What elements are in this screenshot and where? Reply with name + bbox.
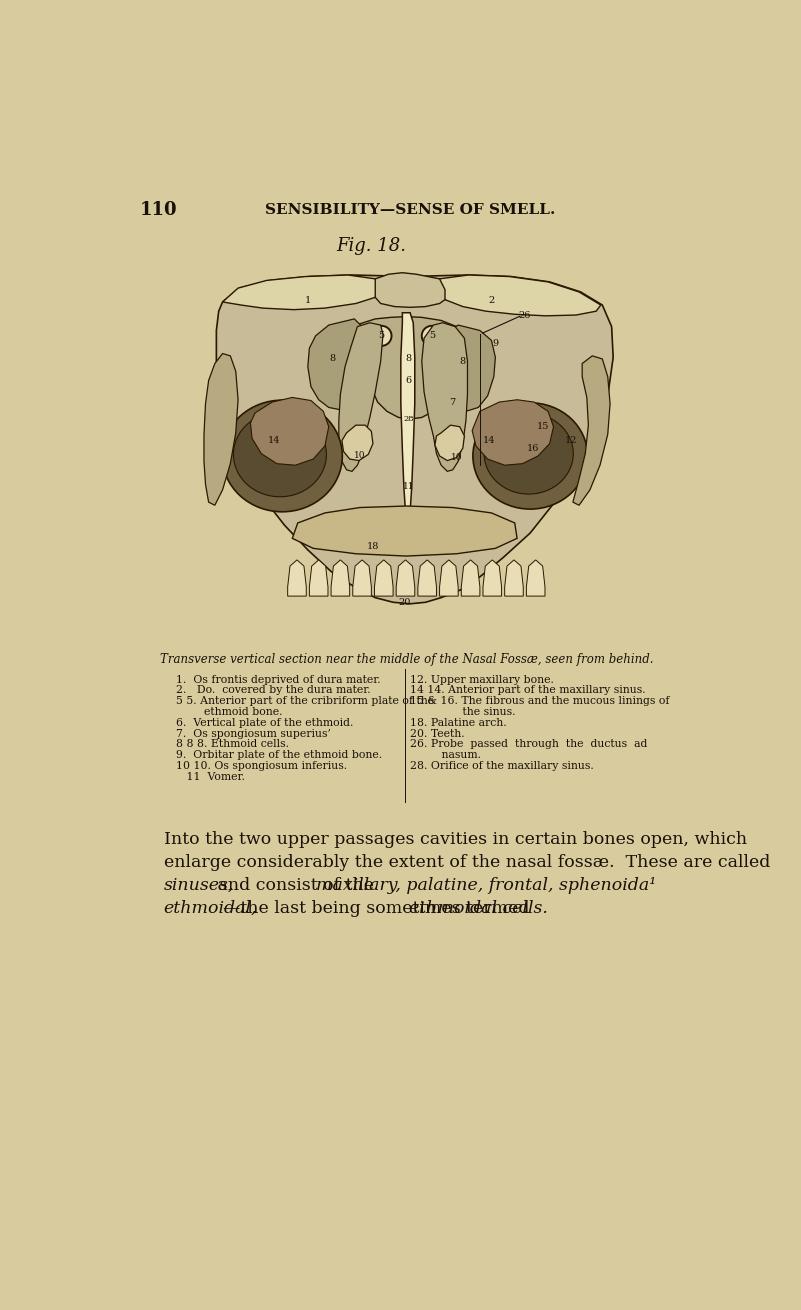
Text: and consist of the: and consist of the	[211, 878, 379, 895]
Text: 12. Upper maxillary bone.: 12. Upper maxillary bone.	[410, 675, 554, 685]
Text: 7: 7	[449, 397, 456, 406]
Text: 8 8 8. Ethmoid cells.: 8 8 8. Ethmoid cells.	[176, 739, 289, 749]
Text: 20: 20	[399, 597, 411, 607]
Ellipse shape	[484, 413, 574, 494]
Polygon shape	[483, 559, 501, 596]
Text: 8: 8	[329, 355, 336, 363]
Text: —the last being sometimes termed: —the last being sometimes termed	[223, 900, 534, 917]
Polygon shape	[223, 275, 380, 309]
Polygon shape	[308, 318, 365, 410]
Text: the sinus.: the sinus.	[410, 707, 516, 717]
Text: 5: 5	[378, 331, 384, 341]
Polygon shape	[309, 559, 328, 596]
Text: 18. Palatine arch.: 18. Palatine arch.	[410, 718, 507, 728]
Text: 14: 14	[268, 436, 280, 445]
Text: enlarge considerably the extent of the nasal fossæ.  These are called: enlarge considerably the extent of the n…	[163, 854, 770, 871]
Circle shape	[372, 326, 392, 346]
Polygon shape	[375, 272, 445, 308]
Text: 1.  Os frontis deprived of dura mater.: 1. Os frontis deprived of dura mater.	[176, 675, 380, 685]
Text: 5: 5	[429, 331, 435, 341]
Text: 28: 28	[403, 415, 414, 423]
Text: maxillary, palatine, frontal, sphenoida¹: maxillary, palatine, frontal, sphenoida¹	[316, 878, 657, 895]
Text: 9: 9	[493, 339, 498, 348]
Polygon shape	[440, 275, 601, 316]
Polygon shape	[375, 559, 393, 596]
Text: 15 & 16. The fibrous and the mucous linings of: 15 & 16. The fibrous and the mucous lini…	[410, 696, 670, 706]
Polygon shape	[251, 397, 328, 465]
Polygon shape	[505, 559, 523, 596]
Polygon shape	[472, 400, 553, 465]
Text: SENSIBILITY—SENSE OF SMELL.: SENSIBILITY—SENSE OF SMELL.	[265, 203, 555, 216]
Text: 6: 6	[405, 376, 412, 385]
Text: 5 5. Anterior part of the cribriform plate of the: 5 5. Anterior part of the cribriform pla…	[176, 696, 434, 706]
Text: 11: 11	[403, 482, 414, 491]
Polygon shape	[339, 322, 383, 472]
Polygon shape	[204, 354, 238, 506]
Text: 15: 15	[537, 422, 549, 431]
Text: 26: 26	[518, 310, 531, 320]
Polygon shape	[396, 559, 415, 596]
Polygon shape	[356, 317, 461, 419]
Text: ethmoid bone.: ethmoid bone.	[176, 707, 283, 717]
Text: 10: 10	[354, 452, 365, 460]
Polygon shape	[441, 325, 495, 411]
Text: 14: 14	[483, 436, 496, 445]
Text: Transverse vertical section near the middle of the Nasal Fossæ, seen from behind: Transverse vertical section near the mid…	[159, 652, 653, 665]
Text: 10 10. Os spongiosum inferius.: 10 10. Os spongiosum inferius.	[176, 761, 347, 770]
Polygon shape	[573, 356, 610, 506]
Text: 6.  Vertical plate of the ethmoid.: 6. Vertical plate of the ethmoid.	[176, 718, 353, 728]
Text: 14 14. Anterior part of the maxillary sinus.: 14 14. Anterior part of the maxillary si…	[410, 685, 646, 696]
Text: nasum.: nasum.	[410, 751, 481, 760]
Polygon shape	[422, 322, 468, 472]
Polygon shape	[342, 426, 373, 461]
Polygon shape	[435, 426, 465, 461]
Text: Fig. 18.: Fig. 18.	[336, 237, 406, 254]
Polygon shape	[292, 506, 517, 555]
Text: 110: 110	[139, 200, 177, 219]
Text: 8: 8	[460, 356, 466, 365]
Text: 18: 18	[367, 541, 379, 550]
Text: 2.   Do.  covered by the dura mater.: 2. Do. covered by the dura mater.	[176, 685, 371, 696]
Ellipse shape	[473, 403, 588, 510]
Polygon shape	[331, 559, 350, 596]
Text: 2: 2	[489, 296, 495, 305]
Polygon shape	[526, 559, 545, 596]
Text: 26. Probe  passed  through  the  ductus  ad: 26. Probe passed through the ductus ad	[410, 739, 647, 749]
Text: 16: 16	[526, 444, 539, 453]
Circle shape	[422, 326, 442, 346]
Ellipse shape	[233, 413, 327, 496]
Ellipse shape	[222, 400, 342, 512]
Text: ethmoidal cells.: ethmoidal cells.	[409, 900, 547, 917]
Text: 10: 10	[451, 453, 462, 462]
Polygon shape	[418, 559, 437, 596]
Polygon shape	[400, 313, 415, 515]
Text: 20. Teeth.: 20. Teeth.	[410, 728, 465, 739]
Text: 7.  Os spongiosum superius’: 7. Os spongiosum superius’	[176, 728, 331, 739]
Polygon shape	[440, 559, 458, 596]
Text: 1: 1	[304, 296, 311, 305]
Text: ethmoidal,: ethmoidal,	[163, 900, 257, 917]
Polygon shape	[352, 559, 372, 596]
Polygon shape	[461, 559, 480, 596]
Text: 9.  Orbitar plate of the ethmoid bone.: 9. Orbitar plate of the ethmoid bone.	[176, 751, 382, 760]
Text: 12: 12	[565, 436, 578, 445]
Text: 11  Vomer.: 11 Vomer.	[176, 772, 245, 782]
Text: sinuses,: sinuses,	[163, 878, 234, 895]
Text: 8: 8	[405, 355, 412, 363]
Polygon shape	[288, 559, 306, 596]
Polygon shape	[216, 275, 614, 604]
Text: Into the two upper passages cavities in certain bones open, which: Into the two upper passages cavities in …	[163, 831, 747, 848]
Text: 28. Orifice of the maxillary sinus.: 28. Orifice of the maxillary sinus.	[410, 761, 594, 770]
